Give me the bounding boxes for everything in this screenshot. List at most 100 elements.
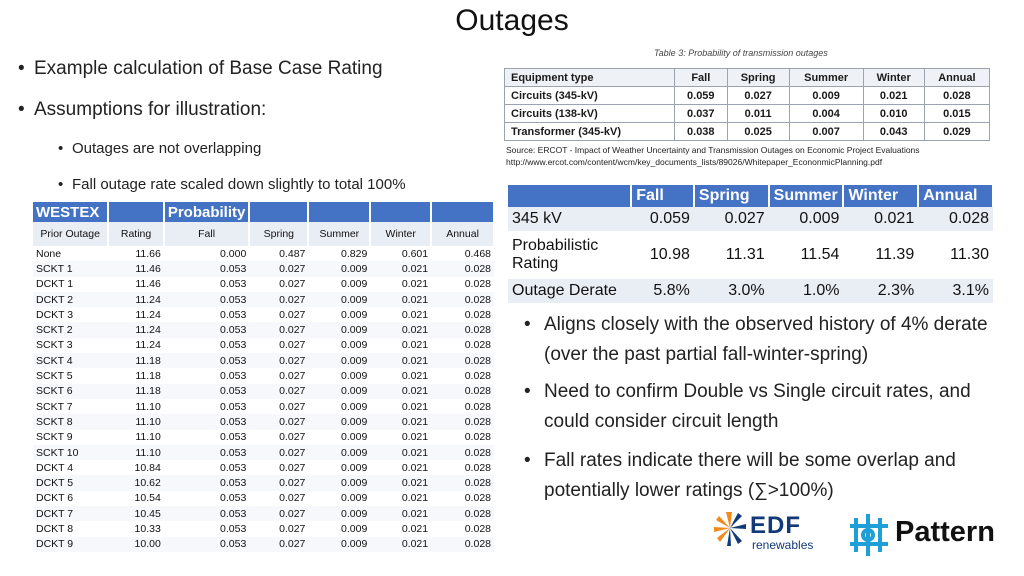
westex-cell: 0.027 bbox=[249, 261, 309, 277]
bullet-assumptions: • Assumptions for illustration: bbox=[18, 99, 266, 121]
westex-row: None 11.66 0.000 0.487 0.829 0.601 0.468 bbox=[33, 246, 494, 261]
westex-cell: 0.053 bbox=[220, 308, 247, 321]
westex-cell: 0.053 bbox=[163, 475, 250, 491]
westex-cell: 0.021 bbox=[370, 414, 432, 430]
westex-cell: 0.053 bbox=[163, 506, 250, 522]
table3-cell: 0.011 bbox=[726, 104, 790, 123]
summary-cell: 5.8% bbox=[631, 279, 694, 303]
westex-cell: 0.027 bbox=[249, 475, 309, 491]
table3-cell: Circuits (345-kV) bbox=[504, 86, 675, 105]
summary-table: Fall Spring Summer Winter Annual 345 kV … bbox=[508, 185, 994, 303]
westex-cell: 11.46 bbox=[108, 261, 164, 277]
bullet-text: Fall outage rate scaled down slightly to… bbox=[72, 176, 406, 193]
westex-cell: 0.601 bbox=[401, 247, 429, 260]
westex-subheader-cell: Spring bbox=[249, 222, 310, 246]
summary-cell: 3.0% bbox=[693, 279, 769, 303]
westex-cell: 11.10 bbox=[135, 431, 161, 444]
westex-cell: 0.009 bbox=[341, 400, 368, 413]
westex-cell: 0.027 bbox=[279, 339, 306, 352]
summary-row-label: Outage Derate bbox=[508, 279, 632, 303]
westex-cell: 0.021 bbox=[401, 278, 429, 291]
westex-cell: 0.021 bbox=[370, 261, 432, 277]
westex-cell: 0.009 bbox=[308, 353, 371, 369]
bullet-text: Need to confirm Double vs Single circuit… bbox=[544, 381, 971, 432]
westex-cell: 0.028 bbox=[464, 431, 491, 444]
bullet-base-case: • Example calculation of Base Case Rating bbox=[18, 58, 383, 80]
table3-cell: 0.021 bbox=[862, 86, 925, 105]
bullet-dot: • bbox=[18, 99, 25, 120]
westex-row: DCKT 6 10.54 0.053 0.027 0.009 0.021 0.028 bbox=[33, 491, 494, 506]
westex-cell: 0.053 bbox=[220, 522, 247, 535]
westex-cell: 0.028 bbox=[431, 536, 494, 552]
summary-label-line: Rating bbox=[512, 255, 559, 272]
westex-cell: 10.33 bbox=[134, 522, 161, 535]
page-title: Outages bbox=[455, 4, 569, 37]
westex-subheader-cell: Fall bbox=[163, 222, 251, 246]
bullet-dot: • bbox=[524, 314, 531, 335]
table3-cell: 0.059 bbox=[674, 86, 728, 105]
westex-cell: 11.10 bbox=[135, 400, 161, 413]
westex-cell: 10.84 bbox=[134, 461, 161, 474]
westex-cell: 11.24 bbox=[135, 339, 161, 352]
summary-cell: 3.1% bbox=[918, 279, 993, 303]
westex-row: DCKT 3 11.24 0.053 0.027 0.009 0.021 0.028 bbox=[33, 307, 494, 322]
westex-cell: 0.053 bbox=[163, 536, 250, 552]
westex-outage-label: DCKT 9 bbox=[33, 536, 109, 552]
westex-cell: 0.053 bbox=[220, 278, 247, 291]
westex-cell: 0.053 bbox=[163, 291, 250, 308]
summary-cell: 11.39 bbox=[843, 231, 919, 279]
westex-row: SCKT 7 11.10 0.053 0.027 0.009 0.021 0.028 bbox=[33, 399, 494, 414]
table3-cell: Summer bbox=[788, 68, 864, 87]
westex-row: SCKT 3 11.24 0.053 0.027 0.009 0.021 0.028 bbox=[33, 338, 494, 353]
summary-label-line: Probabilistic bbox=[512, 237, 599, 254]
edf-logo-text: EDF bbox=[750, 512, 801, 539]
westex-cell: 0.021 bbox=[370, 475, 432, 491]
westex-cell: 0.009 bbox=[308, 475, 371, 491]
westex-cell: 0.028 bbox=[464, 461, 491, 474]
westex-outage-label: SCKT 6 bbox=[33, 383, 109, 399]
sub-bullet-not-overlapping: • Outages are not overlapping bbox=[58, 140, 261, 157]
westex-cell: 0.053 bbox=[220, 461, 247, 474]
summary-cell: 11.54 bbox=[768, 231, 844, 279]
westex-cell: 0.468 bbox=[464, 247, 491, 260]
westex-cell: 11.24 bbox=[108, 291, 164, 308]
westex-row: SCKT 5 11.18 0.053 0.027 0.009 0.021 0.028 bbox=[33, 368, 494, 383]
table3-cell: 0.015 bbox=[923, 104, 991, 123]
westex-cell: 0.028 bbox=[431, 353, 494, 369]
westex-header-cell bbox=[431, 202, 495, 222]
westex-cell: 11.24 bbox=[108, 322, 164, 338]
table3-cell: 0.043 bbox=[862, 122, 925, 141]
summary-row-label: Probabilistic Rating bbox=[508, 231, 632, 279]
westex-cell: 0.021 bbox=[370, 322, 432, 338]
summary-cell: 1.0% bbox=[768, 279, 844, 303]
summary-header-cell: Winter bbox=[843, 185, 920, 207]
westex-row: SCKT 8 11.10 0.053 0.027 0.009 0.021 0.028 bbox=[33, 414, 494, 430]
bullet-dot: • bbox=[58, 176, 64, 193]
westex-cell: 11.10 bbox=[108, 444, 164, 461]
westex-cell: 0.027 bbox=[279, 461, 306, 474]
edf-renewables-text: renewables bbox=[752, 538, 814, 552]
westex-cell: 0.021 bbox=[401, 461, 429, 474]
westex-cell: 0.021 bbox=[370, 444, 432, 461]
table3-cell: 0.029 bbox=[923, 122, 991, 141]
summary-cell: 0.009 bbox=[768, 207, 844, 231]
westex-cell: 0.028 bbox=[464, 400, 491, 413]
westex-header-cell: WESTEX bbox=[33, 202, 110, 222]
westex-cell: 0.027 bbox=[279, 308, 306, 321]
westex-subheader-cell: Prior Outage bbox=[33, 222, 110, 246]
summary-header-cell: Annual bbox=[918, 185, 994, 207]
westex-cell: 0.009 bbox=[341, 308, 368, 321]
westex-cell: 0.021 bbox=[370, 506, 432, 522]
westex-cell: 0.021 bbox=[401, 492, 429, 505]
westex-cell: 11.24 bbox=[135, 308, 161, 321]
westex-cell: 10.45 bbox=[108, 506, 164, 522]
westex-cell: 0.009 bbox=[308, 444, 371, 461]
bullet-dot: • bbox=[524, 381, 531, 402]
westex-cell: 0.021 bbox=[401, 431, 429, 444]
westex-cell: 0.009 bbox=[308, 291, 371, 308]
westex-cell: 10.62 bbox=[108, 475, 164, 491]
westex-cell: 0.829 bbox=[341, 247, 368, 260]
westex-cell: 0.009 bbox=[341, 339, 368, 352]
westex-cell: 0.028 bbox=[464, 370, 491, 383]
westex-cell: 0.027 bbox=[249, 322, 309, 338]
